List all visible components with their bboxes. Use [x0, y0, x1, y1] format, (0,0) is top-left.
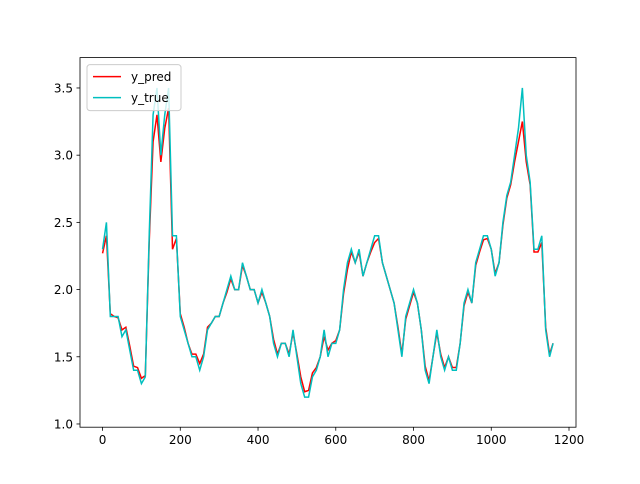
x-tick-label: 800: [402, 433, 425, 447]
x-tick-label: 1200: [554, 433, 585, 447]
legend-label: y_pred: [131, 70, 171, 84]
data-line: [101, 87, 554, 398]
x-tick-label: 1000: [476, 433, 507, 447]
x-tick-label: 0: [99, 433, 107, 447]
y-tick-label: 3.0: [54, 149, 73, 163]
x-tick-label: 200: [169, 433, 192, 447]
y-tick-label: 3.5: [54, 81, 73, 95]
x-tick-label: 400: [247, 433, 270, 447]
y-tick-label: 1.0: [54, 417, 73, 431]
x-tick-label: 600: [324, 433, 347, 447]
y-tick-label: 2.5: [54, 216, 73, 230]
plot-frame: [79, 57, 577, 428]
y-tick-label: 2.0: [54, 283, 73, 297]
y-tick-label: 1.5: [54, 350, 73, 364]
legend-label: y_true: [131, 91, 169, 105]
